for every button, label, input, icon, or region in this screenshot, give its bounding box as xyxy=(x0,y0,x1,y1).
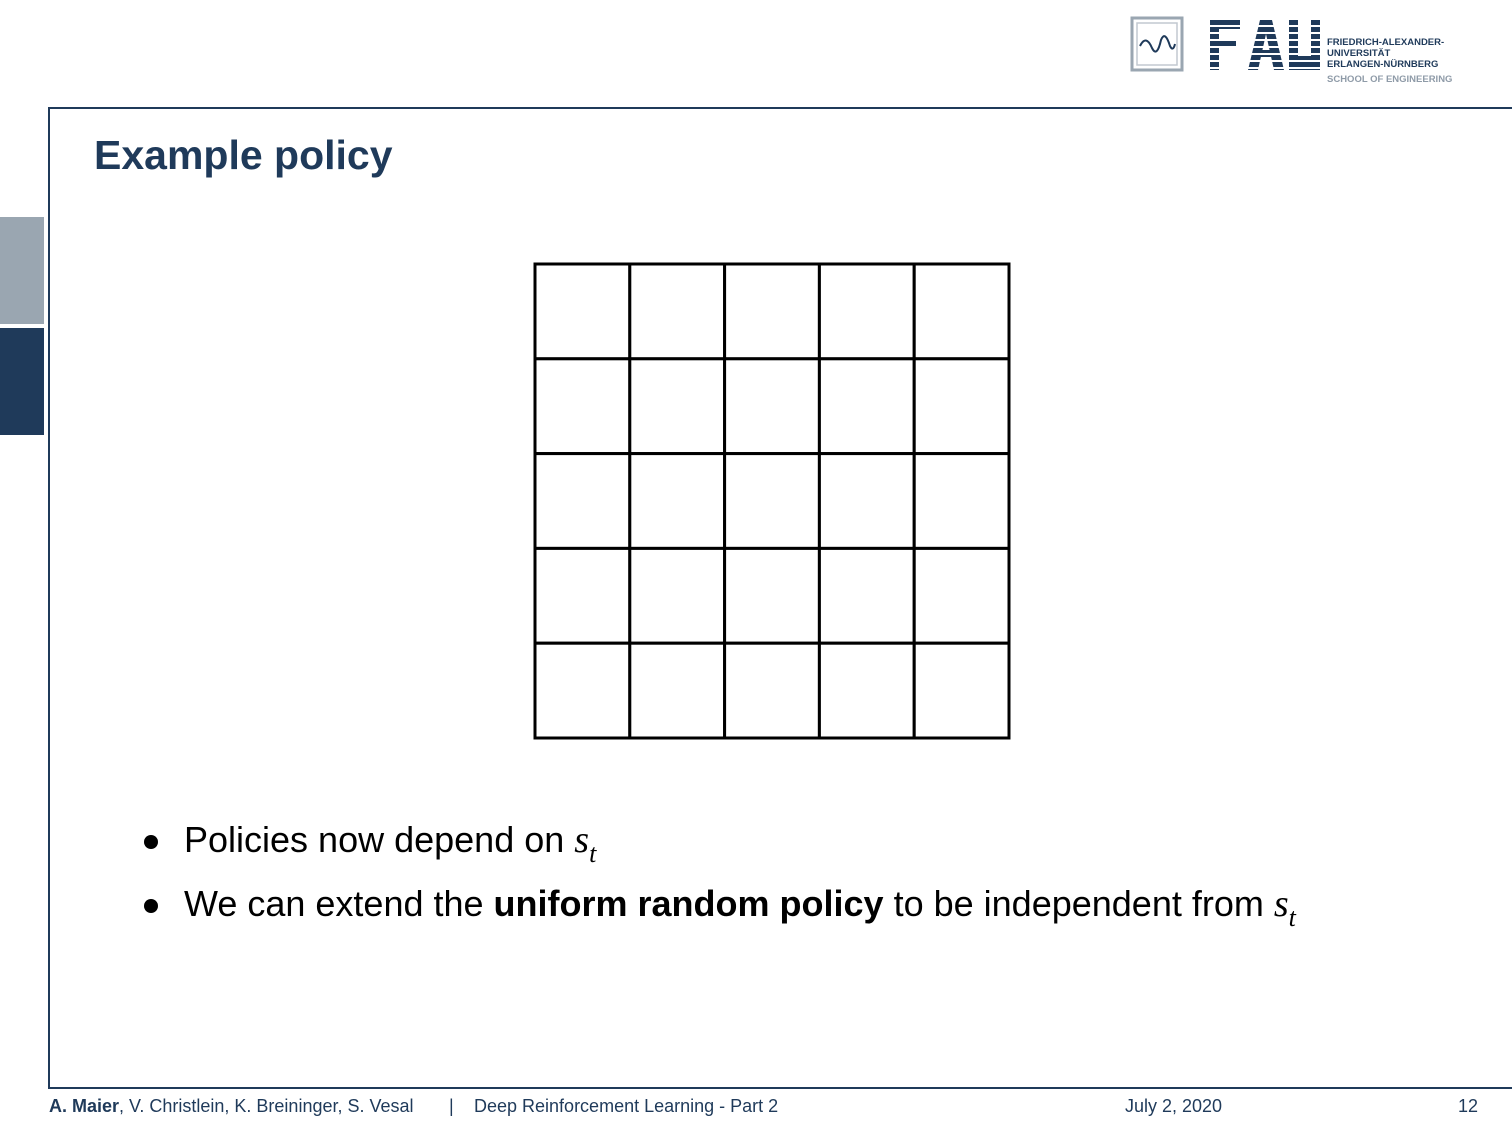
grid-cell-r4-c4 xyxy=(912,641,1011,740)
grid-cell-r3-c0 xyxy=(533,546,632,645)
fau-wordmark-icon xyxy=(1210,20,1320,70)
grid-cell-r2-c0 xyxy=(533,452,632,550)
school-name: SCHOOL OF ENGINEERING xyxy=(1327,74,1453,85)
slide-title: Example policy xyxy=(94,132,393,178)
grid-cell-r3-c2 xyxy=(723,546,821,645)
footer-separator: | xyxy=(449,1096,454,1116)
slide-frame-top xyxy=(48,107,1512,109)
grid-cell-r1-c2 xyxy=(723,357,821,456)
bullet-dot-icon xyxy=(144,899,158,913)
emphasis-term: uniform random policy xyxy=(493,883,884,924)
section-tab-2-active xyxy=(0,328,44,435)
slide-frame-bottom xyxy=(48,1087,1512,1089)
grid-cell-r1-c3 xyxy=(817,357,916,456)
grid-cell-r3-c3 xyxy=(817,546,916,645)
footer-lecture: Deep Reinforcement Learning - Part 2 xyxy=(474,1096,779,1116)
gridworld-5x5 xyxy=(533,262,1011,740)
grid-cell-r0-c0 xyxy=(533,262,632,361)
bullet-dot-icon xyxy=(144,835,158,849)
grid-cell-r4-c3 xyxy=(817,641,916,740)
grid-cell-r2-c2 xyxy=(723,452,821,550)
grid-cell-r3-c1 xyxy=(628,546,727,645)
university-name: FRIEDRICH-ALEXANDER- UNIVERSITÄT ERLANGE… xyxy=(1327,37,1445,70)
grid-cell-r1-c1 xyxy=(628,357,727,456)
grid-cell-r0-c2 xyxy=(723,262,821,361)
grid-cell-r1-c4 xyxy=(912,357,1011,456)
grid-cell-r0-c4 xyxy=(912,262,1011,361)
bullet-list: Policies now depend on st We can extend … xyxy=(140,818,1296,946)
bullet-item: Policies now depend on st xyxy=(140,818,1296,868)
grid-cell-r2-c3 xyxy=(817,452,916,550)
footer-page-number: 12 xyxy=(1458,1096,1479,1116)
state-variable: st xyxy=(574,819,597,868)
grid-cell-r3-c4 xyxy=(912,546,1011,645)
section-tab-1 xyxy=(0,217,44,324)
state-variable: st xyxy=(1273,883,1296,932)
footer-authors: A. Maier, V. Christlein, K. Breininger, … xyxy=(49,1096,414,1116)
footer-date: July 2, 2020 xyxy=(1125,1096,1223,1116)
university-seal-icon xyxy=(1130,16,1184,72)
fau-logo: FRIEDRICH-ALEXANDER- UNIVERSITÄT ERLANGE… xyxy=(1130,16,1470,90)
grid-cell-r1-c0 xyxy=(533,357,632,456)
grid-cell-r0-c3 xyxy=(817,262,916,361)
grid-cell-r4-c1 xyxy=(628,641,727,740)
grid-cell-r4-c0 xyxy=(533,641,632,740)
slide-frame-left xyxy=(48,107,50,1089)
grid-cell-r0-c1 xyxy=(628,262,727,361)
grid-cell-r4-c2 xyxy=(723,641,821,740)
grid-cell-r2-c1 xyxy=(628,452,727,550)
bullet-item: We can extend the uniform random policy … xyxy=(140,882,1296,932)
grid-cell-r2-c4 xyxy=(912,452,1011,550)
